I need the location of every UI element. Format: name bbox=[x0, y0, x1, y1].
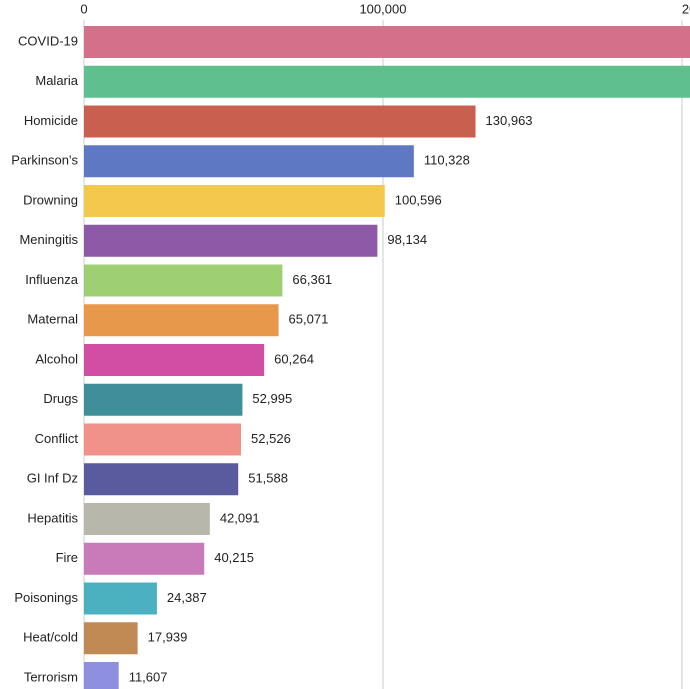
value-label: 66,361 bbox=[292, 272, 332, 287]
y-tick-label: GI Inf Dz bbox=[27, 471, 78, 486]
value-label: 42,091 bbox=[220, 510, 260, 525]
value-label: 40,215 bbox=[214, 550, 254, 565]
bar bbox=[84, 542, 205, 575]
bar bbox=[84, 185, 385, 217]
x-tick-label: 200,000 bbox=[682, 1, 690, 16]
value-label: 60,264 bbox=[274, 351, 314, 366]
y-tick-label: Fire bbox=[56, 550, 78, 565]
value-label: 51,588 bbox=[248, 471, 288, 486]
bar bbox=[84, 622, 138, 655]
y-tick-label: Homicide bbox=[24, 113, 78, 128]
y-tick-label: Malaria bbox=[35, 73, 78, 88]
bar bbox=[84, 582, 157, 615]
value-label: 17,939 bbox=[148, 630, 188, 645]
bar bbox=[84, 65, 690, 98]
bar bbox=[84, 105, 476, 138]
x-tick-label: 100,000 bbox=[359, 1, 406, 16]
value-label: 65,071 bbox=[289, 312, 329, 327]
y-tick-label: Alcohol bbox=[35, 351, 78, 366]
value-label: 52,526 bbox=[251, 431, 291, 446]
value-label: 11,607 bbox=[129, 669, 168, 684]
bar bbox=[84, 463, 239, 496]
bar bbox=[84, 145, 414, 178]
value-label: 52,995 bbox=[252, 391, 292, 406]
y-tick-label: Conflict bbox=[35, 431, 79, 446]
y-tick-label: Drowning bbox=[23, 192, 78, 207]
bar bbox=[84, 383, 243, 416]
value-label: 98,134 bbox=[387, 232, 427, 247]
y-tick-label: Influenza bbox=[25, 272, 79, 287]
value-label: 24,387 bbox=[167, 590, 207, 605]
bar bbox=[84, 304, 279, 337]
y-tick-label: Meningitis bbox=[19, 232, 78, 247]
y-tick-label: Maternal bbox=[27, 312, 78, 327]
y-tick-label: Drugs bbox=[43, 391, 78, 406]
y-tick-label: Poisonings bbox=[14, 590, 78, 605]
y-tick-label: Terrorism bbox=[24, 669, 78, 684]
bar bbox=[84, 224, 378, 257]
bar bbox=[84, 423, 242, 456]
y-tick-label: COVID-19 bbox=[18, 33, 78, 48]
bar bbox=[84, 344, 265, 376]
x-tick-label: 0 bbox=[80, 1, 87, 16]
value-label: 110,328 bbox=[424, 153, 470, 168]
bar bbox=[84, 26, 690, 58]
y-tick-label: Parkinson's bbox=[11, 153, 78, 168]
bar bbox=[84, 264, 283, 297]
y-tick-label: Heat/cold bbox=[23, 630, 78, 645]
y-tick-label: Hepatitis bbox=[27, 510, 78, 525]
value-label: 100,596 bbox=[395, 192, 442, 207]
bar bbox=[84, 503, 210, 535]
bars bbox=[84, 26, 690, 689]
value-label: 130,963 bbox=[486, 113, 533, 128]
bar bbox=[84, 662, 119, 689]
